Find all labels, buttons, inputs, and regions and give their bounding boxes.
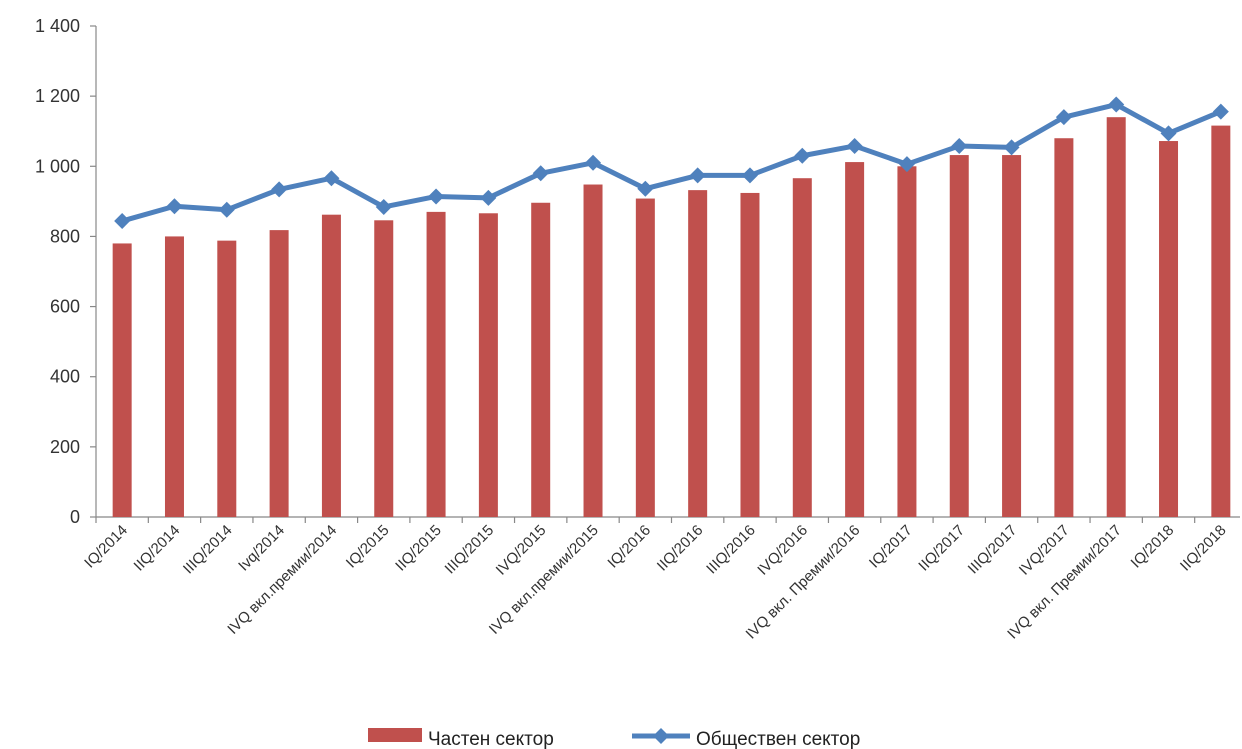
x-tick-label: IIQ/2016: [654, 522, 707, 575]
point-public-sector: [846, 137, 863, 154]
bar-private-sector: [1211, 125, 1231, 518]
series-line-public-sector: [121, 102, 1222, 224]
bar-private-sector: [792, 178, 812, 517]
x-tick-label: IIQ/2015: [392, 522, 445, 575]
point-public-sector: [375, 198, 392, 215]
y-tick-label: 1 000: [35, 156, 80, 176]
bar-private-sector: [1106, 117, 1126, 517]
bar-private-sector: [635, 198, 655, 517]
point-public-sector: [585, 154, 602, 171]
point-public-sector: [480, 189, 497, 206]
x-tick-label: IQ/2016: [604, 522, 654, 572]
y-tick-label: 800: [50, 226, 80, 246]
legend-label-public-sector: Обществен сектор: [696, 729, 860, 749]
legend-swatch-marker-public-sector: [653, 728, 669, 744]
point-public-sector: [114, 212, 131, 229]
point-public-sector: [1108, 96, 1125, 113]
x-tick-label: IIQ/2017: [915, 522, 968, 575]
point-public-sector: [951, 137, 968, 154]
bar-private-sector: [164, 236, 184, 517]
bar-private-sector: [321, 214, 341, 518]
bar-private-sector: [269, 230, 289, 517]
y-tick-label: 400: [50, 367, 80, 387]
bars-private-sector: [112, 117, 1231, 518]
x-tick-label: Ivq/2014: [235, 522, 288, 575]
y-tick-label: 1 200: [35, 86, 80, 106]
y-axis: 0 200 400 600 800 1 000 1 200 1 400: [35, 16, 97, 527]
point-public-sector: [1212, 103, 1229, 120]
bar-private-sector: [740, 192, 760, 517]
point-public-sector: [689, 167, 706, 184]
y-tick-label: 1 400: [35, 16, 80, 36]
y-tick-label: 600: [50, 297, 80, 317]
point-public-sector: [741, 167, 758, 184]
bar-private-sector: [897, 166, 917, 518]
x-tick-label: IIIQ/2017: [965, 522, 1021, 578]
point-public-sector: [323, 170, 340, 187]
point-public-sector: [428, 188, 445, 205]
x-tick-label: IQ/2018: [1128, 522, 1178, 572]
x-tick-label: IIIQ/2016: [703, 522, 759, 578]
point-public-sector: [1160, 125, 1177, 142]
point-public-sector: [1003, 139, 1020, 156]
x-tick-label: IIQ/2018: [1177, 522, 1230, 575]
bar-private-sector: [217, 240, 237, 517]
legend-label-private-sector: Частен сектор: [428, 729, 554, 749]
bar-private-sector: [1159, 141, 1179, 517]
bar-private-sector: [426, 211, 446, 517]
point-public-sector: [218, 201, 235, 218]
bar-private-sector: [1054, 138, 1074, 517]
x-tick-label: IIIQ/2015: [442, 522, 498, 578]
bar-private-sector: [583, 184, 603, 517]
x-tick-label: IQ/2014: [81, 522, 131, 572]
x-tick-label: IQ/2015: [343, 522, 393, 572]
x-tick-label: IIIQ/2014: [180, 522, 236, 578]
legend: Частен сектор Обществен сектор: [368, 728, 860, 749]
x-tick-label: IQ/2017: [866, 522, 916, 572]
bar-private-sector: [845, 162, 865, 517]
point-public-sector: [637, 180, 654, 197]
point-public-sector: [1055, 109, 1072, 126]
point-public-sector: [532, 165, 549, 182]
point-public-sector: [271, 181, 288, 198]
bar-private-sector: [112, 243, 132, 517]
bar-private-sector: [531, 202, 551, 517]
legend-swatch-private-sector: [368, 728, 422, 742]
bar-private-sector: [688, 190, 708, 518]
point-public-sector: [794, 147, 811, 164]
x-tick-label: IIQ/2014: [131, 522, 184, 575]
bar-private-sector: [1002, 155, 1022, 517]
bar-private-sector: [374, 220, 394, 517]
y-tick-label: 0: [70, 507, 80, 527]
y-tick-label: 200: [50, 437, 80, 457]
bar-private-sector: [478, 213, 498, 517]
point-public-sector: [166, 198, 183, 215]
line-public-sector: [114, 96, 1229, 229]
point-public-sector: [898, 156, 915, 173]
bar-private-sector: [949, 155, 969, 517]
